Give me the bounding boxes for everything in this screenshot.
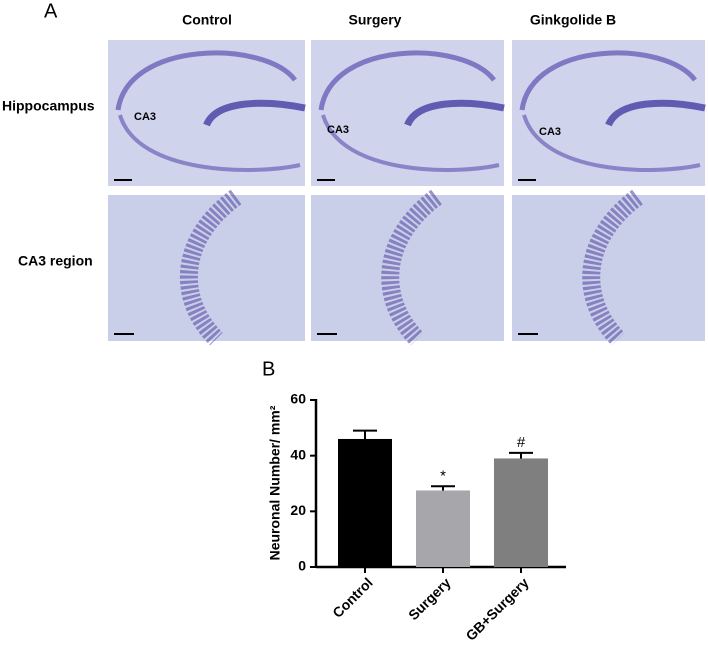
tissue-band xyxy=(118,114,301,172)
cell-layer xyxy=(179,189,242,346)
error-bar xyxy=(431,485,455,491)
significance-mark: * xyxy=(440,467,446,484)
error-bar xyxy=(353,429,377,439)
image-label: CA3 xyxy=(327,124,349,136)
y-tick-label: 40 xyxy=(290,446,306,462)
tissue-band xyxy=(404,99,505,127)
column-header: Control xyxy=(182,12,232,28)
tissue-band xyxy=(203,99,306,127)
tissue-band xyxy=(519,50,697,111)
significance-mark: # xyxy=(517,434,526,451)
micrographs xyxy=(108,40,706,346)
column-header: Ginkgolide B xyxy=(530,12,616,28)
x-tick-label: Surgery xyxy=(405,574,454,623)
image-label: CA3 xyxy=(134,111,156,123)
image-label: CA3 xyxy=(539,126,561,138)
panel-label: A xyxy=(44,0,58,22)
micrograph xyxy=(512,40,705,186)
x-tick-label: GB+Surgery xyxy=(462,574,532,644)
tissue-band xyxy=(115,50,297,111)
cell-layer xyxy=(582,189,643,346)
cell-layer xyxy=(381,189,442,346)
y-tick-label: 60 xyxy=(290,391,306,407)
column-header: Surgery xyxy=(349,12,402,28)
micrograph xyxy=(512,195,705,341)
tissue-band xyxy=(321,114,500,172)
micrograph xyxy=(311,195,504,341)
bar xyxy=(494,458,548,567)
y-tick-label: 0 xyxy=(298,558,306,574)
tissue-band xyxy=(318,50,496,111)
micrograph xyxy=(311,40,504,186)
error-bar xyxy=(509,451,533,459)
tissue-band xyxy=(522,114,701,172)
y-axis-label: Neuronal Number/ mm² xyxy=(267,405,283,560)
tissue-band xyxy=(605,99,706,127)
panel-label: B xyxy=(262,358,275,380)
x-tick-label: Control xyxy=(329,574,376,621)
bar xyxy=(416,490,470,567)
row-header: Hippocampus xyxy=(2,98,95,114)
row-header: CA3 region xyxy=(18,253,93,269)
y-tick-label: 20 xyxy=(290,502,306,518)
bar xyxy=(338,438,392,567)
micrograph xyxy=(108,195,305,341)
